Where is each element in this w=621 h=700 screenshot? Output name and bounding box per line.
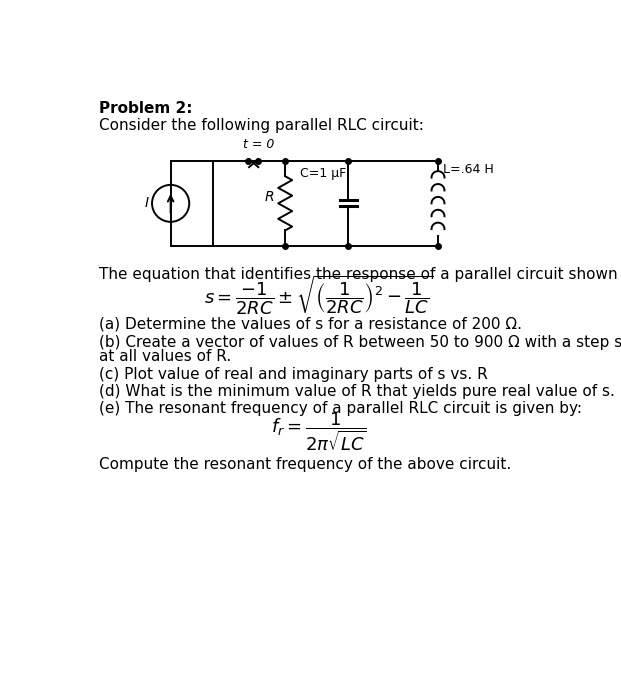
Text: (e) The resonant frequency of a parallel RLC circuit is given by:: (e) The resonant frequency of a parallel… [99,401,582,416]
Text: I: I [145,196,149,210]
Text: Compute the resonant frequency of the above circuit.: Compute the resonant frequency of the ab… [99,458,512,472]
Text: C=1 μF: C=1 μF [301,167,347,180]
Text: L=.64 H: L=.64 H [443,163,494,176]
Text: (c) Plot value of real and imaginary parts of s vs. R: (c) Plot value of real and imaginary par… [99,368,488,382]
Text: (d) What is the minimum value of R that yields pure real value of s.: (d) What is the minimum value of R that … [99,384,615,399]
Text: $s = \dfrac{-1}{2RC} \pm \sqrt{\left(\dfrac{1}{2RC}\right)^{2} - \dfrac{1}{LC}}$: $s = \dfrac{-1}{2RC} \pm \sqrt{\left(\df… [204,274,433,317]
Text: Problem 2:: Problem 2: [99,101,193,116]
Text: The equation that identifies the response of a parallel circuit shown above is: The equation that identifies the respons… [99,267,621,282]
Text: Consider the following parallel RLC circuit:: Consider the following parallel RLC circ… [99,118,424,133]
Text: $f_r = \dfrac{1}{2\pi\sqrt{LC}}$: $f_r = \dfrac{1}{2\pi\sqrt{LC}}$ [271,411,366,454]
Text: (a) Determine the values of s for a resistance of 200 Ω.: (a) Determine the values of s for a resi… [99,316,522,332]
Text: at all values of R.: at all values of R. [99,349,232,364]
Text: (b) Create a vector of values of R between 50 to 900 Ω with a step size of 2. Ev: (b) Create a vector of values of R betwe… [99,335,621,350]
Text: R: R [265,190,274,204]
Text: t = 0: t = 0 [243,138,274,151]
